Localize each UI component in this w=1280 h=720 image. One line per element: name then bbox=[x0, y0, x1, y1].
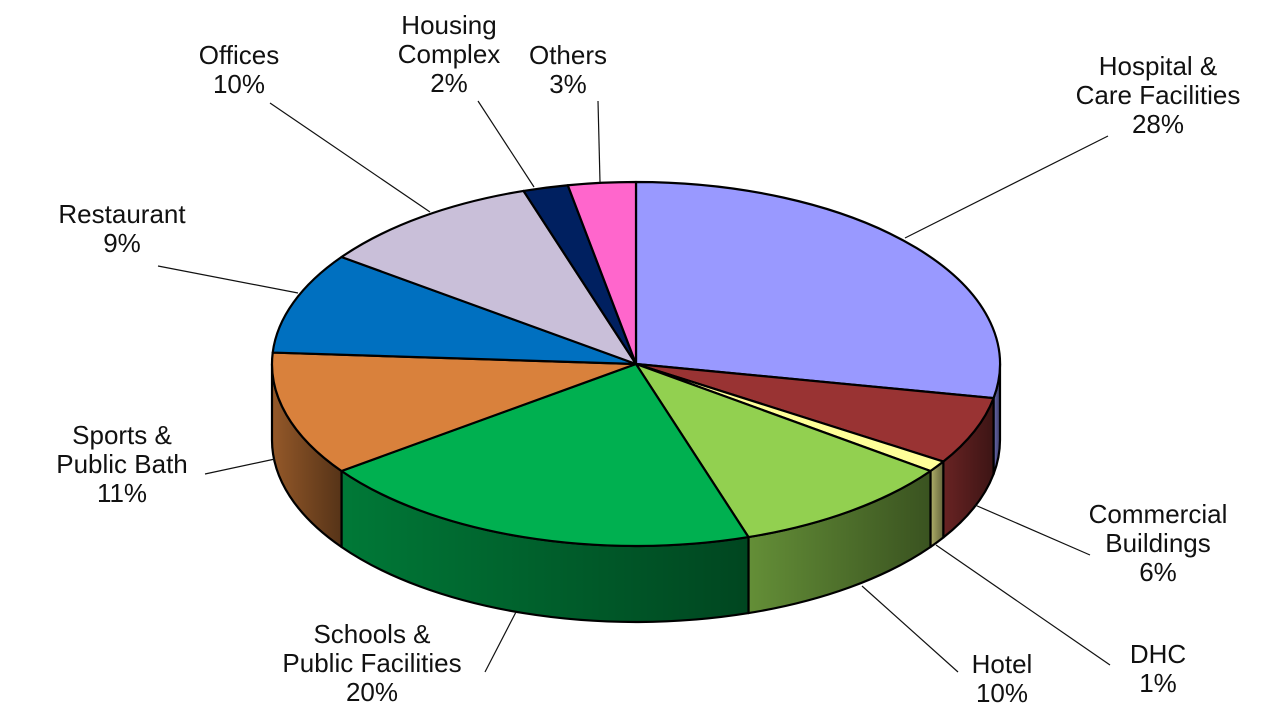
pie-slice-0 bbox=[634, 180, 1002, 400]
leader-line-3 bbox=[861, 585, 959, 673]
pie-slice-3 bbox=[634, 362, 932, 539]
leader-line-7 bbox=[269, 102, 431, 213]
slice-value-label-0: 28% bbox=[1132, 109, 1184, 139]
slice-name-label-6: Restaurant bbox=[58, 199, 186, 229]
slice-name-label-9: Others bbox=[529, 40, 607, 70]
pie-side-shade-2 bbox=[930, 461, 944, 547]
slice-name-label-8: Complex bbox=[398, 39, 501, 69]
slice-value-label-3: 10% bbox=[976, 678, 1028, 708]
pie-sides bbox=[270, 362, 1002, 624]
slice-name-label-8: Housing bbox=[401, 10, 496, 40]
pie-side-shade-3 bbox=[748, 470, 931, 614]
pie-slice-6 bbox=[271, 255, 638, 366]
pie-slice-7 bbox=[340, 189, 638, 366]
slice-value-label-9: 3% bbox=[549, 69, 587, 99]
pie-slice-9 bbox=[566, 180, 638, 366]
slice-name-label-5: Public Bath bbox=[56, 449, 188, 479]
pie-side-shade-0 bbox=[993, 364, 1000, 475]
slice-name-label-5: Sports & bbox=[72, 420, 172, 450]
slice-value-label-1: 6% bbox=[1139, 557, 1177, 587]
slice-value-label-4: 20% bbox=[346, 677, 398, 707]
leader-line-8 bbox=[477, 100, 535, 188]
slice-value-label-2: 1% bbox=[1139, 668, 1177, 698]
slice-name-label-0: Care Facilities bbox=[1076, 80, 1241, 110]
leader-line-1 bbox=[974, 504, 1091, 556]
leader-line-0 bbox=[904, 135, 1109, 239]
slice-value-label-5: 11% bbox=[97, 478, 147, 508]
pie-slice-1 bbox=[634, 362, 995, 463]
pie-side-shade-5 bbox=[272, 364, 342, 547]
slice-value-label-8: 2% bbox=[430, 68, 468, 98]
slice-name-label-1: Buildings bbox=[1105, 528, 1211, 558]
pie-side-shade-4 bbox=[341, 470, 749, 622]
leader-line-9 bbox=[597, 100, 601, 183]
slice-name-label-4: Public Facilities bbox=[282, 648, 461, 678]
pie-side-shade-1 bbox=[943, 398, 994, 538]
pie-slice-4 bbox=[340, 362, 750, 548]
leader-lines bbox=[157, 100, 1111, 673]
slice-name-label-0: Hospital & bbox=[1099, 51, 1218, 81]
pie-slices bbox=[270, 180, 1002, 548]
leader-line-6 bbox=[157, 265, 299, 294]
slice-name-label-3: Hotel bbox=[972, 649, 1033, 679]
slice-name-label-2: DHC bbox=[1130, 639, 1186, 669]
leader-line-2 bbox=[935, 544, 1111, 666]
slice-name-label-1: Commercial bbox=[1089, 499, 1228, 529]
leader-line-5 bbox=[204, 458, 276, 475]
slice-name-label-4: Schools & bbox=[313, 619, 430, 649]
slice-name-label-7: Offices bbox=[199, 40, 279, 70]
leader-line-4 bbox=[484, 611, 517, 673]
pie-slice-5 bbox=[270, 351, 638, 473]
slice-value-label-7: 10% bbox=[213, 69, 265, 99]
slice-value-label-6: 9% bbox=[103, 228, 141, 258]
